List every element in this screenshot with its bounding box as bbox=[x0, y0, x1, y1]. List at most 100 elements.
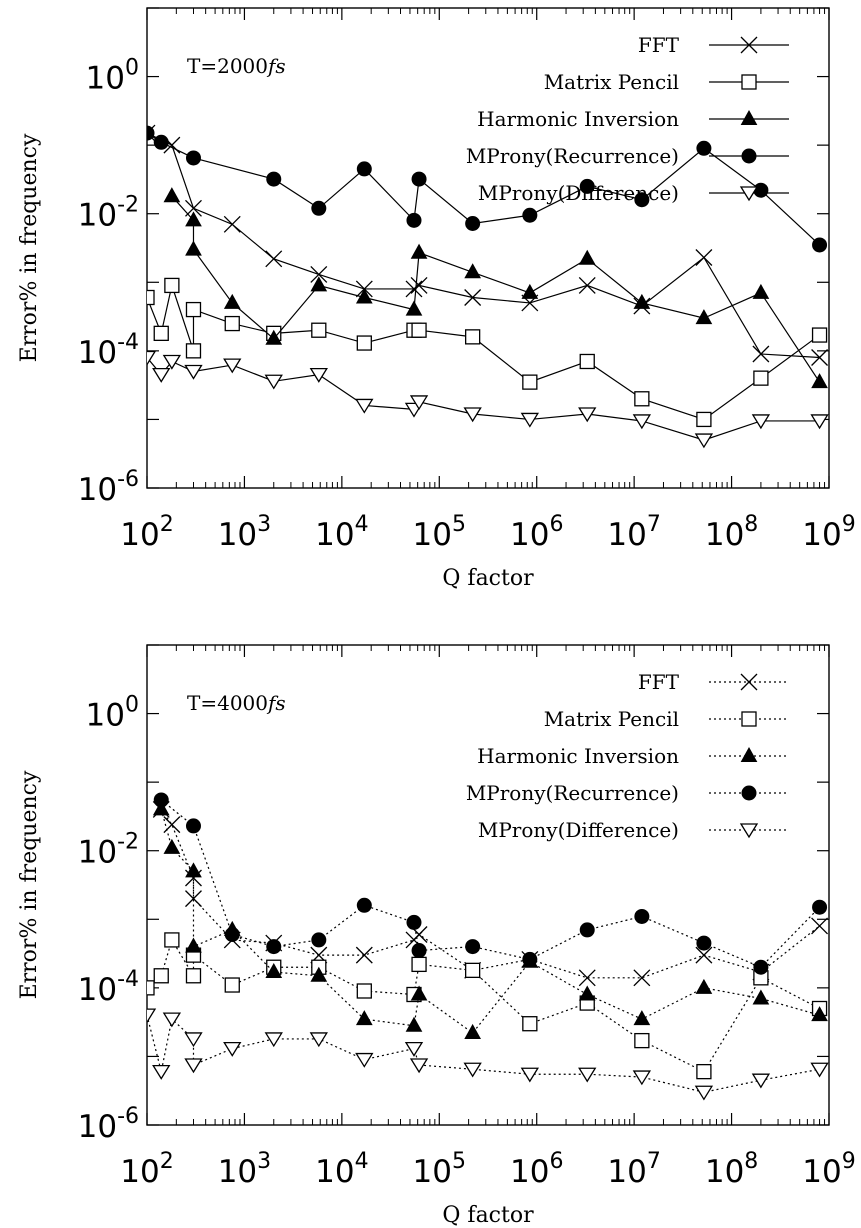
y-tick-base: 10 bbox=[78, 835, 117, 871]
x-tick-exp: 3 bbox=[257, 1149, 271, 1174]
data-point bbox=[465, 215, 481, 231]
x-tick-label: 106 bbox=[510, 512, 563, 553]
y-axis-label: Error% in frequency bbox=[17, 770, 42, 999]
y-tick-base: 10 bbox=[78, 335, 117, 371]
data-point bbox=[406, 914, 422, 930]
data-point bbox=[634, 1032, 650, 1049]
data-point bbox=[356, 897, 372, 913]
data-point bbox=[632, 414, 652, 430]
data-point bbox=[185, 150, 201, 166]
y-tick-exp: -4 bbox=[117, 330, 139, 355]
y-axis-label: Error% in frequency bbox=[17, 133, 42, 362]
data-point bbox=[153, 968, 169, 984]
data-point bbox=[578, 1067, 597, 1083]
legend-label: Matrix Pencil bbox=[544, 707, 679, 731]
data-point bbox=[184, 1058, 203, 1074]
data-point bbox=[411, 171, 427, 187]
y-tick-exp: 0 bbox=[125, 693, 139, 718]
x-tick-base: 10 bbox=[218, 517, 257, 553]
period-annotation-unit: fs bbox=[266, 54, 286, 78]
data-point bbox=[578, 407, 597, 423]
data-point bbox=[411, 322, 427, 338]
series-square bbox=[147, 277, 828, 428]
series-circle-filled bbox=[147, 125, 828, 253]
data-point bbox=[695, 249, 713, 266]
data-point bbox=[695, 978, 713, 994]
data-point bbox=[266, 939, 282, 955]
x-tick-exp: 5 bbox=[452, 1149, 466, 1174]
legend-marker bbox=[739, 186, 759, 202]
data-point bbox=[310, 966, 328, 982]
x-tick-exp: 2 bbox=[160, 512, 174, 537]
data-point bbox=[184, 364, 203, 380]
data-point bbox=[464, 1023, 481, 1039]
legend-label: Harmonic Inversion bbox=[477, 107, 679, 131]
data-point bbox=[520, 1067, 540, 1083]
data-point bbox=[152, 1064, 171, 1080]
data-point bbox=[185, 301, 202, 318]
legend-label: Matrix Pencil bbox=[544, 70, 679, 94]
data-point bbox=[164, 277, 180, 294]
data-point bbox=[152, 800, 170, 816]
legend-label: MProny(Difference) bbox=[478, 181, 679, 205]
data-point bbox=[265, 250, 283, 268]
data-point bbox=[579, 922, 595, 938]
data-point bbox=[634, 192, 650, 208]
data-point bbox=[185, 343, 202, 359]
plot-frame bbox=[146, 7, 830, 489]
data-point bbox=[464, 263, 481, 279]
legend-marker bbox=[741, 711, 757, 727]
data-point bbox=[578, 249, 596, 265]
y-tick-base: 10 bbox=[78, 472, 117, 508]
series-circle-filled bbox=[153, 792, 828, 975]
data-point bbox=[811, 1006, 828, 1022]
legend-marker bbox=[740, 109, 758, 125]
data-point bbox=[311, 932, 327, 948]
y-tick-exp: -6 bbox=[117, 1104, 139, 1129]
data-point bbox=[811, 373, 828, 389]
x-axis-label: Q factor bbox=[442, 1203, 534, 1228]
y-tick-exp: -2 bbox=[117, 193, 139, 218]
data-point bbox=[579, 353, 595, 370]
data-point bbox=[751, 1073, 771, 1089]
data-point bbox=[264, 374, 283, 390]
data-point bbox=[409, 1058, 429, 1074]
data-point bbox=[147, 125, 155, 141]
period-annotation-value: T=4000 bbox=[187, 691, 268, 715]
x-tick-exp: 8 bbox=[744, 1149, 758, 1174]
data-point bbox=[695, 946, 713, 964]
series-triangle-down bbox=[147, 1008, 829, 1101]
data-point bbox=[355, 1052, 374, 1068]
data-point bbox=[812, 237, 828, 253]
data-point bbox=[309, 1032, 328, 1048]
data-point bbox=[185, 937, 202, 953]
data-point bbox=[753, 370, 769, 386]
data-point bbox=[356, 983, 372, 999]
series-square bbox=[147, 932, 828, 1080]
data-point bbox=[521, 283, 539, 299]
data-point bbox=[410, 243, 428, 259]
y-tick-label: 100 bbox=[86, 56, 139, 97]
x-tick-label: 109 bbox=[802, 512, 855, 553]
legend-label: MProny(Recurrence) bbox=[466, 144, 679, 168]
data-point bbox=[522, 207, 538, 223]
y-tick-base: 10 bbox=[78, 972, 117, 1008]
x-tick-exp: 6 bbox=[549, 512, 563, 537]
data-point bbox=[752, 345, 770, 363]
data-point bbox=[356, 335, 372, 351]
data-point bbox=[812, 899, 828, 915]
x-tick-base: 10 bbox=[315, 517, 354, 553]
plot-frame bbox=[146, 644, 830, 1126]
data-point bbox=[185, 968, 202, 984]
data-point bbox=[224, 926, 240, 942]
data-point bbox=[185, 818, 201, 834]
x-tick-exp: 4 bbox=[355, 1149, 369, 1174]
y-tick-label: 10-2 bbox=[78, 830, 139, 871]
data-point bbox=[464, 289, 482, 306]
y-tick-label: 10-6 bbox=[78, 1104, 139, 1145]
y-tick-exp: -4 bbox=[117, 967, 139, 992]
data-point bbox=[810, 414, 829, 430]
x-tick-exp: 7 bbox=[647, 512, 661, 537]
data-point bbox=[411, 956, 427, 973]
data-point bbox=[696, 411, 712, 428]
